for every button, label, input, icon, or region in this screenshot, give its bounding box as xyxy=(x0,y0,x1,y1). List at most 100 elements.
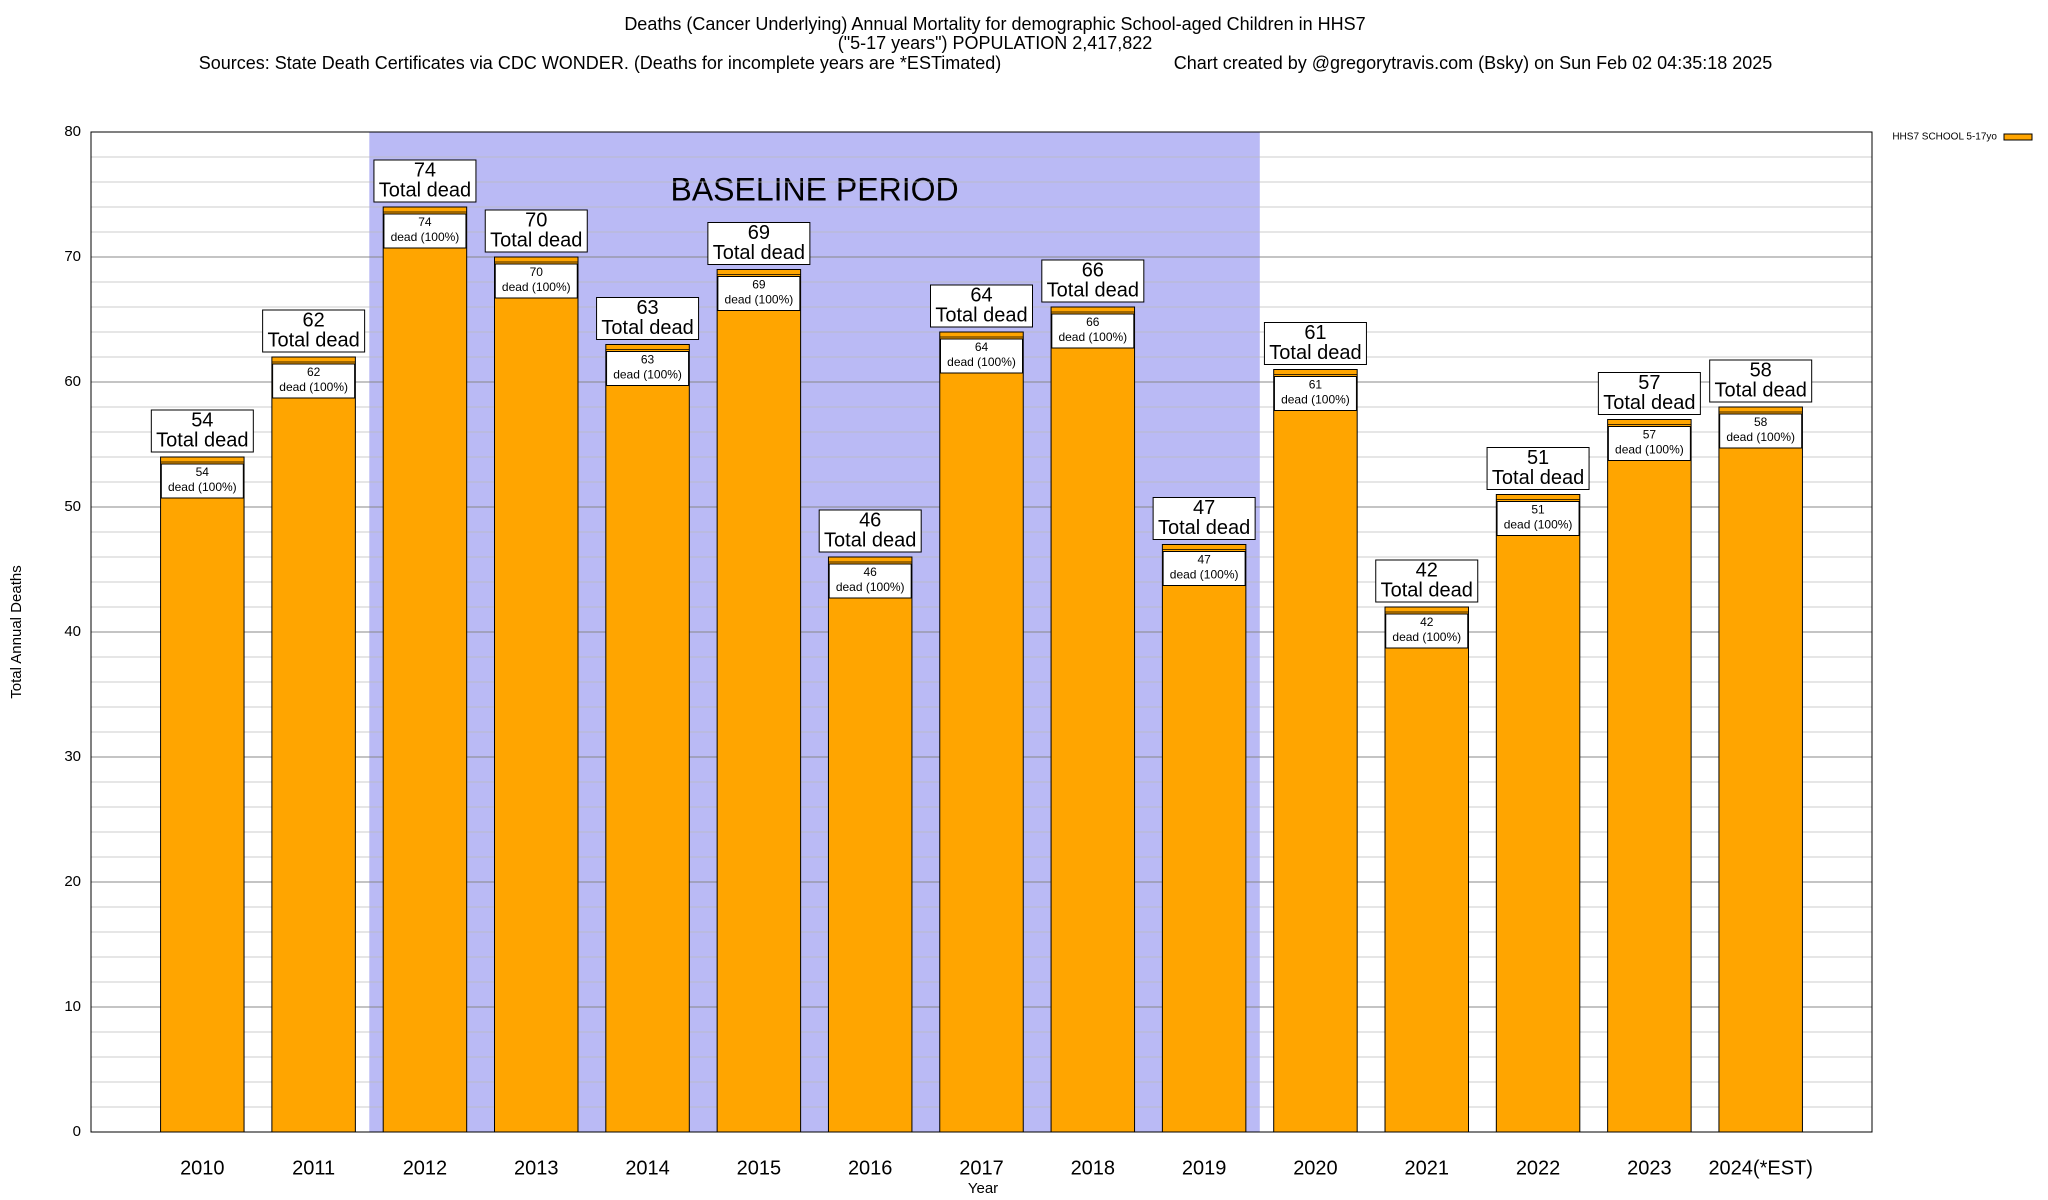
total-label-box xyxy=(596,297,700,340)
inner-text-label: dead (100%) xyxy=(168,480,237,494)
x-tick-label: 2024(*EST) xyxy=(1708,1157,1813,1179)
y-tick-label: 60 xyxy=(64,373,81,390)
total-label-box xyxy=(1597,372,1701,415)
inner-label-box xyxy=(1162,551,1246,586)
bar xyxy=(1273,369,1358,1133)
inner-text-label: dead (100%) xyxy=(947,355,1016,369)
x-tick-label: 2023 xyxy=(1627,1157,1672,1179)
total-text-label: Total dead xyxy=(1603,392,1695,414)
inner-value-label: 61 xyxy=(1309,378,1323,392)
inner-text-label: dead (100%) xyxy=(725,293,794,307)
total-label-box xyxy=(1709,359,1813,403)
total-value-label: 66 xyxy=(1082,259,1104,281)
x-tick-label: 2016 xyxy=(848,1157,893,1179)
bar xyxy=(494,256,579,1133)
inner-text-label: dead (100%) xyxy=(1504,518,1573,532)
total-label-box xyxy=(150,409,254,453)
inner-label-box xyxy=(1496,501,1580,536)
inner-text-label: dead (100%) xyxy=(1281,393,1350,407)
inner-value-label: 46 xyxy=(864,565,878,579)
inner-text-label: dead (100%) xyxy=(391,230,460,244)
total-value-label: 69 xyxy=(748,222,770,244)
x-tick-label: 2015 xyxy=(737,1157,782,1179)
total-label-box xyxy=(707,222,811,265)
bar xyxy=(1161,544,1247,1133)
inner-value-label: 57 xyxy=(1643,428,1657,442)
x-tick-label: 2019 xyxy=(1182,1157,1227,1179)
y-axis-label: Total Annual Deaths xyxy=(8,565,25,698)
chart-subtitle: ("5-17 years") POPULATION 2,417,822 xyxy=(838,33,1153,53)
total-text-label: Total dead xyxy=(267,329,359,351)
y-tick-label: 50 xyxy=(64,498,81,515)
inner-value-label: 51 xyxy=(1531,503,1545,517)
total-value-label: 70 xyxy=(525,209,547,231)
x-tick-label: 2020 xyxy=(1293,1157,1338,1179)
inner-value-label: 70 xyxy=(530,265,544,279)
total-text-label: Total dead xyxy=(1158,517,1250,539)
inner-value-label: 42 xyxy=(1420,615,1434,629)
x-tick-label: 2022 xyxy=(1516,1157,1561,1179)
x-tick-label: 2017 xyxy=(959,1157,1004,1179)
bar xyxy=(716,269,802,1133)
total-text-label: Total dead xyxy=(379,179,471,201)
inner-label-box xyxy=(1051,313,1135,349)
total-value-label: 61 xyxy=(1304,322,1326,344)
inner-value-label: 66 xyxy=(1086,315,1100,329)
inner-label-box xyxy=(606,351,690,386)
inner-label-box xyxy=(940,338,1023,374)
chart-credit: Chart created by @gregorytravis.com (Bsk… xyxy=(1174,53,1773,73)
x-tick-label: 2013 xyxy=(514,1157,559,1179)
inner-label-box xyxy=(1719,413,1803,449)
inner-value-label: 64 xyxy=(975,340,989,354)
bar xyxy=(1050,306,1136,1133)
inner-label-box xyxy=(383,213,467,249)
total-label-box xyxy=(1152,497,1256,540)
total-value-label: 57 xyxy=(1638,372,1660,394)
y-tick-label: 0 xyxy=(73,1123,81,1140)
baseline-label: BASELINE PERIOD xyxy=(670,171,958,207)
y-tick-label: 30 xyxy=(64,748,81,765)
y-tick-label: 70 xyxy=(64,248,81,265)
x-tick-label: 2018 xyxy=(1071,1157,1116,1179)
inner-text-label: dead (100%) xyxy=(1726,430,1795,444)
total-text-label: Total dead xyxy=(601,317,693,339)
y-tick-label: 10 xyxy=(64,998,81,1015)
inner-label-box xyxy=(272,363,356,399)
total-text-label: Total dead xyxy=(935,304,1027,326)
inner-text-label: dead (100%) xyxy=(836,580,905,594)
inner-value-label: 58 xyxy=(1754,415,1768,429)
bar xyxy=(1718,406,1803,1133)
inner-value-label: 63 xyxy=(641,353,655,367)
chart-title: Deaths (Cancer Underlying) Annual Mortal… xyxy=(624,14,1365,34)
bar xyxy=(1384,606,1469,1133)
total-value-label: 58 xyxy=(1750,359,1772,381)
total-text-label: Total dead xyxy=(1047,279,1139,301)
total-label-box xyxy=(262,309,366,353)
total-label-box xyxy=(484,209,588,253)
inner-text-label: dead (100%) xyxy=(1058,330,1127,344)
bar xyxy=(1495,494,1581,1133)
inner-label-box xyxy=(1273,376,1357,411)
x-tick-label: 2021 xyxy=(1405,1157,1450,1179)
inner-text-label: dead (100%) xyxy=(502,280,571,294)
total-value-label: 64 xyxy=(970,284,992,306)
total-value-label: 46 xyxy=(859,509,881,531)
x-axis-label: Year xyxy=(968,1180,998,1197)
bar xyxy=(160,456,245,1133)
total-value-label: 47 xyxy=(1193,497,1215,519)
total-text-label: Total dead xyxy=(1715,379,1807,401)
bar xyxy=(827,556,913,1133)
x-tick-label: 2011 xyxy=(292,1157,335,1179)
inner-value-label: 74 xyxy=(418,215,432,229)
inner-label-box xyxy=(717,276,801,311)
total-value-label: 62 xyxy=(303,309,325,331)
total-label-box xyxy=(1041,259,1145,303)
inner-text-label: dead (100%) xyxy=(279,380,348,394)
chart-source: Sources: State Death Certificates via CD… xyxy=(199,53,1002,73)
total-label-box xyxy=(1263,322,1367,365)
inner-value-label: 54 xyxy=(196,465,210,479)
bar xyxy=(605,344,690,1133)
inner-value-label: 62 xyxy=(307,365,321,379)
inner-label-box xyxy=(828,563,912,599)
